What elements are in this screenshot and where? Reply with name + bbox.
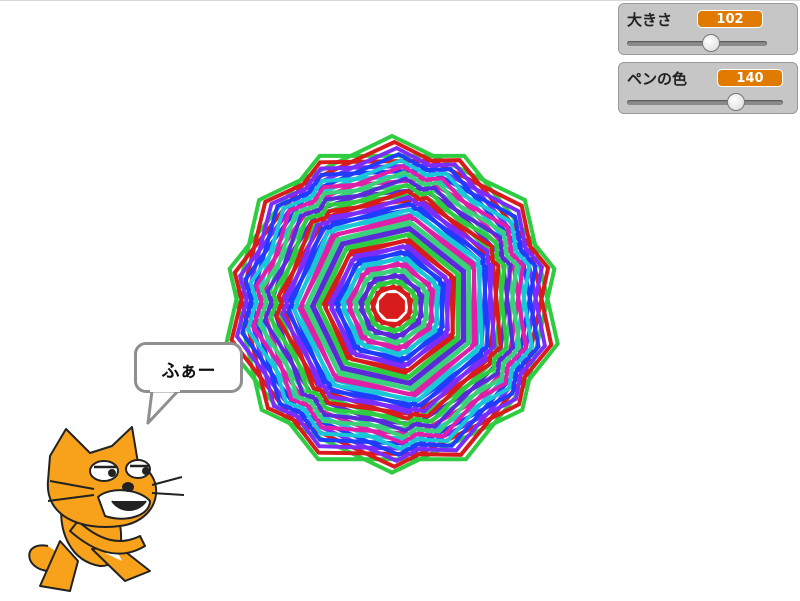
slider-track[interactable] — [627, 41, 767, 46]
slider-track[interactable] — [627, 100, 783, 105]
pen-stroke — [299, 216, 477, 397]
pen-stroke — [248, 171, 532, 452]
variable-monitor-size[interactable]: 大きさ 102 — [618, 3, 798, 55]
pen-stroke — [317, 232, 460, 379]
pen-stroke — [364, 278, 419, 332]
pen-stroke — [323, 238, 455, 373]
pen-stroke — [311, 227, 465, 385]
pen-stroke — [254, 176, 526, 446]
variable-monitor-pen-color[interactable]: ペンの色 140 — [618, 62, 798, 114]
pen-stroke — [358, 272, 424, 338]
pen-stroke — [329, 244, 450, 367]
pen-stroke — [251, 164, 528, 439]
pen-stroke — [346, 261, 435, 350]
pen-stroke — [352, 266, 430, 344]
slider-knob[interactable] — [702, 34, 720, 52]
monitor-label: ペンの色 — [627, 70, 688, 88]
speech-bubble: ふぁー — [134, 342, 243, 393]
pen-stroke — [370, 284, 413, 327]
monitor-value: 140 — [717, 69, 783, 87]
monitor-value: 102 — [697, 10, 763, 28]
pen-stroke — [229, 139, 554, 457]
slider-knob[interactable] — [727, 93, 746, 111]
pen-stroke — [340, 255, 440, 355]
pen-center — [379, 293, 405, 319]
monitor-label: 大きさ — [627, 11, 673, 29]
speech-bubble-text: ふぁー — [161, 361, 216, 382]
pen-stroke — [232, 158, 551, 469]
pen-stroke — [305, 221, 471, 391]
